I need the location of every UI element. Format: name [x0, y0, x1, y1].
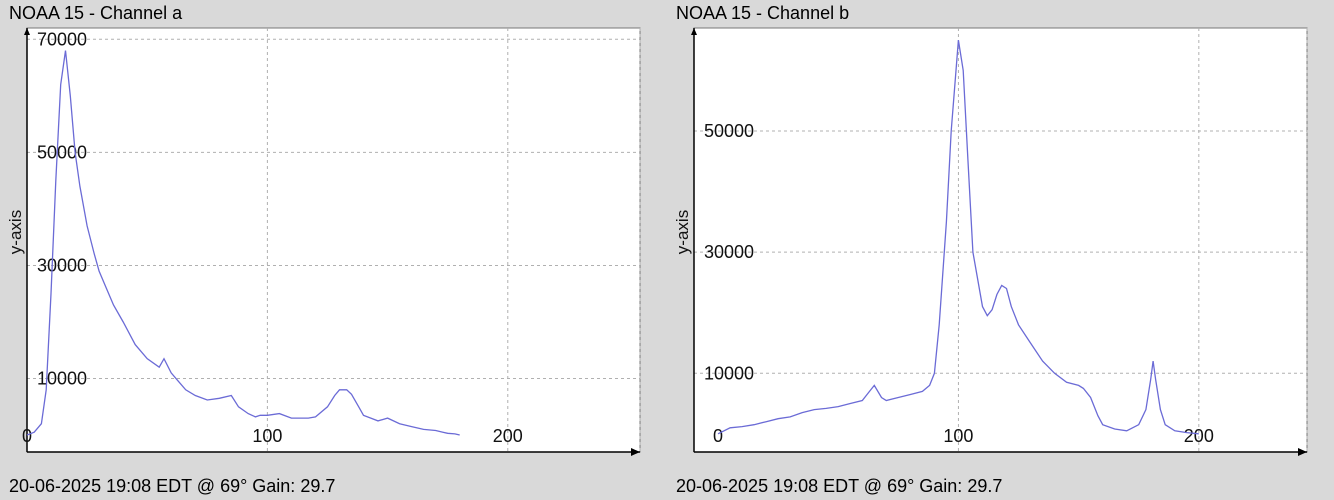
chart-panel-channel-a: 10000 30000 50000 70000 0 100 200 y-axis NOAA 1…	[6, 3, 641, 496]
x-tick-label: 200	[1184, 426, 1214, 446]
x-tick-label: 0	[22, 426, 32, 446]
chart-channel-a: 10000 30000 50000 70000 0 100 200 y-axis	[6, 27, 641, 456]
data-series-line	[717, 39, 1199, 435]
chart-panel-channel-b: 10000 30000 50000 0 100 200 y-axis NOAA 15 - C…	[667, 0, 1334, 500]
chart-footer: 20-06-2025 19:08 EDT @ 69° Gain: 29.7	[676, 476, 1003, 496]
x-axis-arrow	[1298, 448, 1307, 456]
y-axis-label: y-axis	[673, 210, 692, 254]
data-series-line	[26, 50, 460, 436]
y-axis-arrow	[691, 28, 697, 35]
chart-footer: 20-06-2025 19:08 EDT @ 69° Gain: 29.7	[9, 476, 336, 496]
y-tick-label: 50000	[37, 142, 87, 162]
y-tick-label: 70000	[37, 29, 87, 49]
chart-title: NOAA 15 - Channel b	[676, 3, 850, 23]
y-tick-label: 30000	[37, 255, 87, 275]
plot-area	[693, 27, 1308, 453]
x-axis-arrow	[631, 448, 640, 456]
chart-channel-b: 10000 30000 50000 0 100 200 y-axis	[673, 27, 1308, 456]
x-tick-label: 100	[943, 426, 973, 446]
y-tick-label: 10000	[37, 369, 87, 389]
y-tick-label: 50000	[704, 121, 754, 141]
y-tick-label: 10000	[704, 363, 754, 383]
plot-area	[26, 27, 641, 453]
x-tick-label: 200	[493, 426, 523, 446]
chart-title: NOAA 15 - Channel a	[9, 3, 183, 23]
y-axis-arrow	[24, 28, 30, 35]
x-tick-label: 0	[713, 426, 723, 446]
y-tick-label: 30000	[704, 242, 754, 262]
x-tick-label: 100	[252, 426, 282, 446]
y-axis-label: y-axis	[6, 210, 25, 254]
